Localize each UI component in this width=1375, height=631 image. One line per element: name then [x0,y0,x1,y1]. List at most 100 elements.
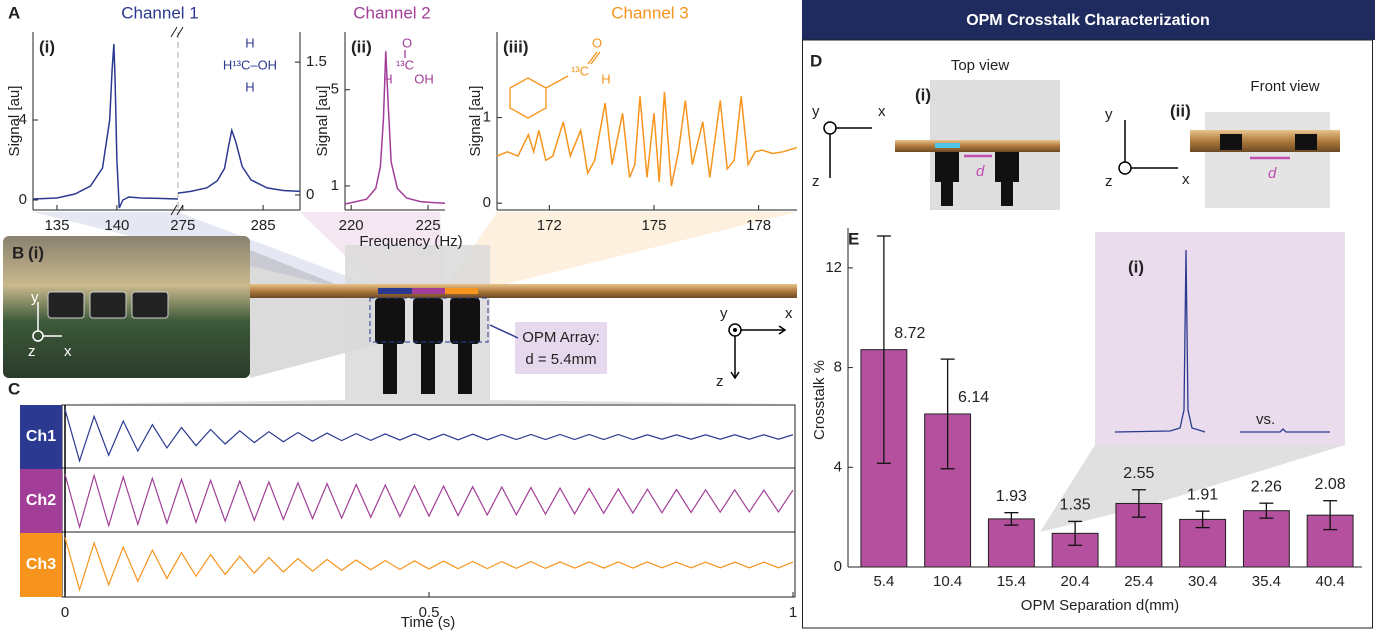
y-tick-label: 0 [483,194,491,211]
value-label: 2.55 [1123,465,1154,482]
atom: H [245,35,254,50]
x-tick-label: 172 [537,217,562,234]
inset-curve [1240,428,1330,433]
rod [895,140,1060,152]
y-tick-label: 4 [19,111,27,128]
sensors [935,152,1019,206]
y-tick-label: 5 [331,81,339,98]
x-tick-label: 275 [170,217,195,234]
panel-label: A [8,3,20,22]
header-bar [802,0,1375,40]
channel-box [20,469,62,533]
y-tick-label: 1 [483,109,491,126]
x-tick-label: 140 [104,217,129,234]
atom: ¹³C [396,57,414,72]
value-label: 6.14 [958,389,989,406]
axis-label: y [720,305,728,322]
channel-box [20,533,62,597]
x-tick-label: 10.4 [933,573,962,590]
panel-sublabel: (i) [915,85,931,104]
x-tick-label: 5.4 [873,573,894,590]
axis-label: z [812,173,820,190]
sensor [1220,134,1242,150]
y-tick-label: 0 [834,558,842,575]
axes-icon [823,121,872,178]
axes-icon [728,323,787,380]
axis-label: x [64,343,72,360]
value-label: 1.91 [1187,486,1218,503]
x-axis-title: Time (s) [401,614,455,631]
x-tick-label: 220 [339,217,364,234]
axes-dot [733,328,737,332]
d-label: d [976,163,985,180]
y-tick-label: 12 [825,259,842,276]
x-tick-label: 175 [641,217,666,234]
y-tick-label: 0 [306,186,314,203]
spectrum [177,127,301,194]
spectrum [344,51,446,205]
panel-sublabel: (i) [39,37,55,56]
chart-title: Channel 1 [121,3,199,22]
x-tick-label: 40.4 [1316,573,1345,590]
x-axis-title: OPM Separation d(mm) [1021,597,1179,614]
value-label: 2.26 [1251,478,1282,495]
x-tick-label: 0.5 [419,604,440,621]
molecule: H H¹³C–OH H O ¹³C H OH O ¹³C H [223,35,611,94]
spectrum [32,43,179,209]
axis-label: x [878,103,886,120]
y-axis-title: Signal [au] [467,86,484,157]
break-mark [170,26,184,216]
chart-title: Channel 3 [611,3,689,22]
chart-title: Channel 2 [353,3,431,22]
panel-sublabel: (iii) [503,37,529,56]
cell [935,143,960,148]
x-tick-label: 25.4 [1124,573,1153,590]
inset-text: vs. [1256,411,1275,428]
atom: ¹³C [571,63,589,78]
array-label: OPM Array: [522,329,600,346]
atom: O [592,35,602,50]
atom: H [245,79,254,94]
panel-label: B [12,243,24,262]
panel-sublabel: (ii) [351,37,372,56]
x-tick-label: 20.4 [1061,573,1090,590]
rod [1190,130,1340,152]
funnel [250,250,375,378]
legend-label: Ch3 [26,556,56,573]
y-axis-title: Crosstalk % [811,360,828,440]
molecule-bonds [404,50,601,119]
axis-label: x [1182,171,1190,188]
value-label: 2.08 [1315,476,1346,493]
bar [1242,510,1290,568]
atom: H [383,71,392,86]
array-label-box [515,322,607,374]
value-label: 1.35 [1060,497,1091,514]
atom: H [601,71,610,86]
y-axis-title: Signal [au] [314,86,331,157]
spectrum [496,91,798,187]
trace [64,409,794,463]
arrow [489,324,519,339]
x-axis-title: Frequency (Hz) [359,233,462,250]
cell [445,288,478,294]
legend-label: Ch1 [26,428,56,445]
inset [1095,232,1345,445]
x-tick-label: 35.4 [1252,573,1281,590]
sensor [1295,134,1317,150]
y-tick-label: 1 [331,177,339,194]
atom: OH [414,71,434,86]
photo-sensors [47,291,169,319]
panel-label: D [810,51,822,70]
axis-label: y [812,103,820,120]
x-tick-label: 285 [251,217,276,234]
trace [64,473,794,530]
y-tick-label: 8 [834,359,842,376]
axis-label: z [28,343,36,360]
view-title: Top view [951,57,1010,74]
legend-label: Ch2 [26,492,56,509]
value-label: 1.93 [996,488,1027,505]
bar [987,518,1035,568]
atom: O [402,35,412,50]
axis-label: z [716,373,724,390]
